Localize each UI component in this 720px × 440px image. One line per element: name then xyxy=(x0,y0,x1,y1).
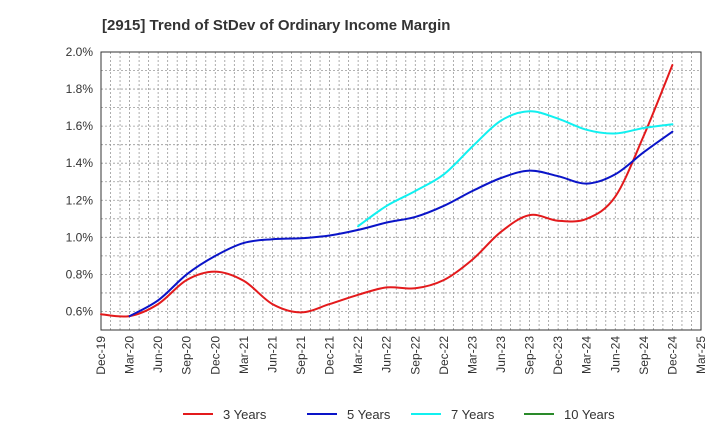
grid xyxy=(101,52,701,330)
series-line-1 xyxy=(100,64,674,318)
y-tick-label: 1.6% xyxy=(66,119,94,133)
legend-label: 3 Years xyxy=(223,407,267,422)
y-axis: 0.6% 0.8% 1.0% 1.2% 1.4% 1.6% 1.8% 2.0% xyxy=(66,45,94,318)
x-tick-label: Sep-24 xyxy=(637,336,651,375)
chart-title: [2915] Trend of StDev of Ordinary Income… xyxy=(102,17,450,34)
x-tick-label: Jun-20 xyxy=(151,336,165,373)
plot-area-frame xyxy=(100,51,702,331)
x-tick-label: Mar-22 xyxy=(351,336,365,374)
x-tick-label: Dec-20 xyxy=(208,336,222,375)
y-tick-label: 1.0% xyxy=(66,230,94,244)
x-tick-label: Dec-19 xyxy=(94,336,108,375)
x-tick-label: Sep-23 xyxy=(523,336,537,375)
series-lines xyxy=(100,64,674,318)
y-tick-label: 1.8% xyxy=(66,82,94,96)
x-tick-label: Sep-22 xyxy=(408,336,422,375)
x-tick-label: Mar-25 xyxy=(694,336,708,374)
x-tick-label: Jun-23 xyxy=(494,336,508,373)
legend: 3 Years 5 Years 7 Years 10 Years xyxy=(183,407,615,422)
legend-label: 7 Years xyxy=(451,407,495,422)
x-tick-label: Mar-23 xyxy=(465,336,479,374)
x-tick-label: Dec-23 xyxy=(551,336,565,375)
x-tick-label: Dec-24 xyxy=(665,336,679,375)
x-tick-label: Mar-24 xyxy=(580,336,594,374)
y-tick-label: 2.0% xyxy=(66,45,94,59)
x-tick-label: Dec-22 xyxy=(437,336,451,375)
legend-label: 5 Years xyxy=(347,407,391,422)
legend-label: 10 Years xyxy=(564,407,615,422)
x-tick-label: Jun-21 xyxy=(265,336,279,373)
y-tick-label: 0.6% xyxy=(66,304,94,318)
series-line-2 xyxy=(128,130,674,318)
x-tick-label: Mar-20 xyxy=(123,336,137,374)
x-axis: Dec-19 Mar-20 Jun-20 Sep-20 Dec-20 Mar-21 Jun-… xyxy=(94,336,708,375)
y-tick-label: 1.4% xyxy=(66,156,94,170)
x-tick-label: Jun-22 xyxy=(380,336,394,373)
x-tick-label: Dec-21 xyxy=(323,336,337,375)
y-tick-label: 1.2% xyxy=(66,193,94,207)
series-line-3 xyxy=(357,110,674,228)
y-tick-label: 0.8% xyxy=(66,267,94,281)
x-tick-label: Mar-21 xyxy=(237,336,251,374)
x-tick-label: Jun-24 xyxy=(608,336,622,373)
x-tick-label: Sep-21 xyxy=(294,336,308,375)
x-tick-label: Sep-20 xyxy=(180,336,194,375)
